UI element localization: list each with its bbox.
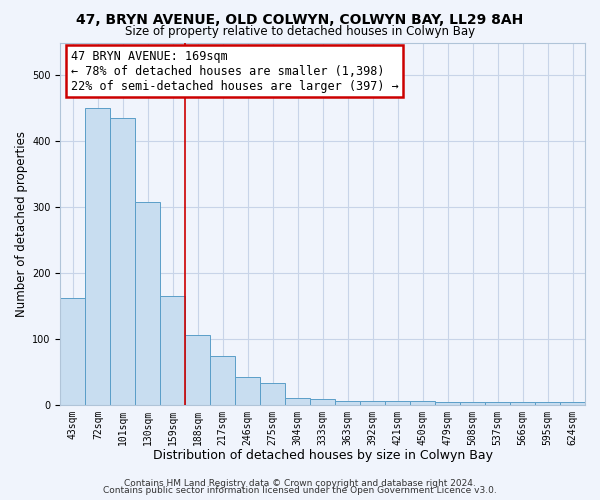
Bar	[560, 402, 585, 405]
Text: 47 BRYN AVENUE: 169sqm
← 78% of detached houses are smaller (1,398)
22% of semi-: 47 BRYN AVENUE: 169sqm ← 78% of detached…	[71, 50, 398, 93]
Text: 47, BRYN AVENUE, OLD COLWYN, COLWYN BAY, LL29 8AH: 47, BRYN AVENUE, OLD COLWYN, COLWYN BAY,…	[76, 12, 524, 26]
Y-axis label: Number of detached properties: Number of detached properties	[15, 131, 28, 317]
X-axis label: Distribution of detached houses by size in Colwyn Bay: Distribution of detached houses by size …	[152, 450, 493, 462]
Bar	[435, 402, 460, 405]
Bar	[335, 402, 360, 405]
Bar	[460, 402, 485, 405]
Bar	[136, 202, 160, 405]
Text: Size of property relative to detached houses in Colwyn Bay: Size of property relative to detached ho…	[125, 25, 475, 38]
Bar	[235, 377, 260, 405]
Bar	[61, 298, 85, 405]
Bar	[185, 334, 210, 405]
Bar	[535, 402, 560, 405]
Bar	[260, 384, 285, 405]
Bar	[485, 402, 510, 405]
Bar	[310, 398, 335, 405]
Text: Contains public sector information licensed under the Open Government Licence v3: Contains public sector information licen…	[103, 486, 497, 495]
Bar	[85, 108, 110, 405]
Bar	[160, 296, 185, 405]
Bar	[110, 118, 136, 405]
Bar	[210, 356, 235, 405]
Bar	[410, 402, 435, 405]
Bar	[510, 402, 535, 405]
Text: Contains HM Land Registry data © Crown copyright and database right 2024.: Contains HM Land Registry data © Crown c…	[124, 478, 476, 488]
Bar	[385, 402, 410, 405]
Bar	[285, 398, 310, 405]
Bar	[360, 402, 385, 405]
